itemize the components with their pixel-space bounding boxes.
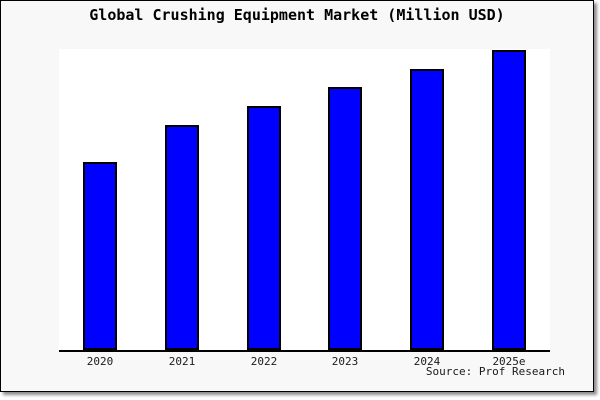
chart-title: Global Crushing Equipment Market (Millio… — [89, 6, 505, 24]
plot-area — [59, 49, 550, 352]
source-credit: Source: Prof Research — [425, 365, 565, 378]
chart-canvas: Global Crushing Equipment Market (Millio… — [0, 0, 594, 392]
x-tick-label-2020: 2020 — [86, 355, 114, 368]
bar-2020 — [83, 162, 117, 350]
x-tick-label-2023: 2023 — [331, 355, 359, 368]
x-tick-label-2021: 2021 — [168, 355, 196, 368]
bar-2025e — [492, 50, 526, 350]
bar-2022 — [247, 106, 281, 350]
bar-2024 — [410, 69, 444, 350]
bar-2021 — [165, 125, 199, 350]
x-tick-label-2024: 2024 — [413, 355, 441, 368]
x-tick-label-2025e: 2025e — [492, 355, 526, 368]
x-tick-label-2022: 2022 — [250, 355, 278, 368]
bar-2023 — [328, 87, 362, 350]
